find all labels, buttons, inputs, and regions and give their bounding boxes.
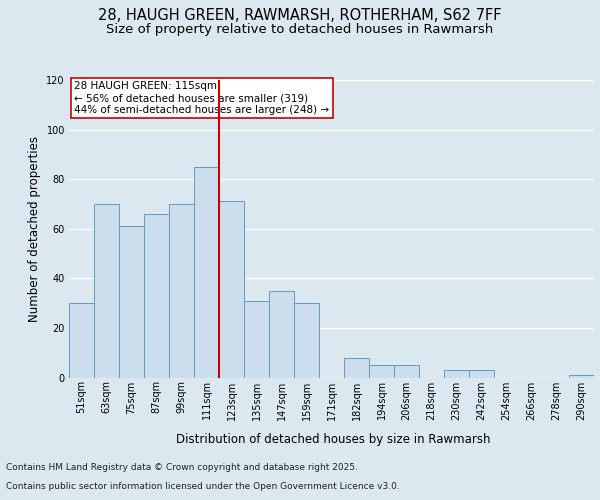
Text: Contains HM Land Registry data © Crown copyright and database right 2025.: Contains HM Land Registry data © Crown c… xyxy=(6,464,358,472)
Bar xyxy=(219,202,244,378)
Bar xyxy=(294,303,319,378)
Bar xyxy=(194,167,219,378)
Bar xyxy=(144,214,169,378)
Text: Contains public sector information licensed under the Open Government Licence v3: Contains public sector information licen… xyxy=(6,482,400,491)
Text: Size of property relative to detached houses in Rawmarsh: Size of property relative to detached ho… xyxy=(106,22,494,36)
Bar xyxy=(269,290,294,378)
Bar xyxy=(394,365,419,378)
Bar xyxy=(94,204,119,378)
Bar xyxy=(444,370,469,378)
Bar xyxy=(344,358,369,378)
Bar xyxy=(244,300,269,378)
Y-axis label: Number of detached properties: Number of detached properties xyxy=(28,136,41,322)
Text: 28, HAUGH GREEN, RAWMARSH, ROTHERHAM, S62 7FF: 28, HAUGH GREEN, RAWMARSH, ROTHERHAM, S6… xyxy=(98,8,502,22)
Bar xyxy=(369,365,394,378)
Bar xyxy=(569,375,594,378)
Bar xyxy=(119,226,144,378)
Text: 28 HAUGH GREEN: 115sqm
← 56% of detached houses are smaller (319)
44% of semi-de: 28 HAUGH GREEN: 115sqm ← 56% of detached… xyxy=(74,82,329,114)
Bar xyxy=(169,204,194,378)
Text: Distribution of detached houses by size in Rawmarsh: Distribution of detached houses by size … xyxy=(176,432,490,446)
Bar xyxy=(469,370,494,378)
Bar xyxy=(69,303,94,378)
